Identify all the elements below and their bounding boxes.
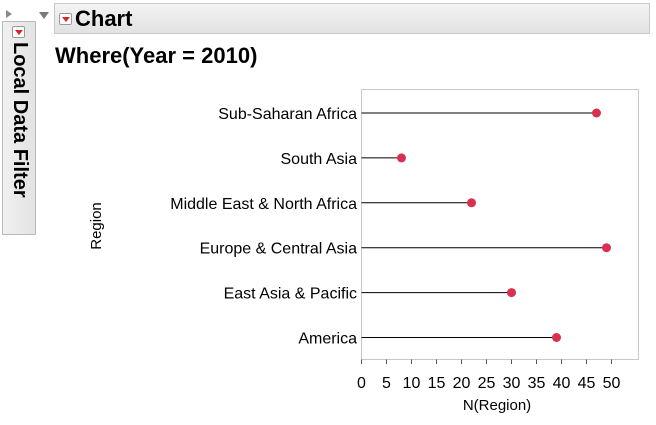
outline-disclosure-icon[interactable] xyxy=(39,12,49,19)
y-axis-title: Region xyxy=(88,202,105,250)
category-label: Europe & Central Asia xyxy=(200,241,358,258)
category-label: East Asia & Pacific xyxy=(224,286,357,303)
chart-menu-red-triangle-icon[interactable] xyxy=(59,13,72,25)
data-point[interactable] xyxy=(397,153,406,163)
outline-title: Chart xyxy=(75,6,133,31)
data-point[interactable] xyxy=(552,333,561,342)
x-tick-label: 45 xyxy=(578,375,596,392)
filter-disclosure-icon[interactable] xyxy=(4,6,14,18)
x-tick-label: 40 xyxy=(553,375,571,392)
local-data-filter-panel[interactable]: Local Data Filter xyxy=(2,21,36,235)
data-point[interactable] xyxy=(592,108,601,118)
local-data-filter-label: Local Data Filter xyxy=(9,42,31,198)
where-clause-title: Where(Year = 2010) xyxy=(55,43,258,68)
x-axis-title: N(Region) xyxy=(463,397,531,414)
x-tick-label: 5 xyxy=(382,375,391,392)
x-tick-label: 30 xyxy=(503,375,521,392)
category-label: America xyxy=(298,331,357,348)
chart-outline-header[interactable]: Chart xyxy=(54,3,650,34)
category-label: Middle East & North Africa xyxy=(170,196,357,213)
x-tick-label: 35 xyxy=(528,375,546,392)
x-tick-label: 50 xyxy=(603,375,621,392)
plot-frame xyxy=(361,89,639,360)
category-label: Sub-Saharan Africa xyxy=(218,106,357,123)
data-point[interactable] xyxy=(467,198,476,208)
x-tick-label: 10 xyxy=(403,375,421,392)
x-tick-label: 20 xyxy=(453,375,471,392)
data-point[interactable] xyxy=(602,243,611,253)
x-tick-label: 0 xyxy=(357,375,366,392)
filter-menu-red-triangle-icon[interactable] xyxy=(12,26,25,38)
data-point[interactable] xyxy=(507,288,516,298)
x-tick-label: 25 xyxy=(478,375,496,392)
x-tick-label: 15 xyxy=(428,375,446,392)
category-label: South Asia xyxy=(281,151,358,168)
